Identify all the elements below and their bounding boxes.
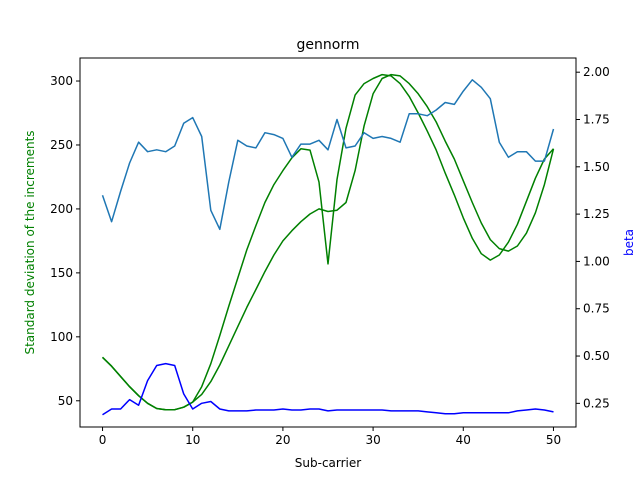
series-line-4 bbox=[101, 79, 555, 231]
x-tick-label: 50 bbox=[546, 433, 561, 447]
x-tick-label: 30 bbox=[365, 433, 380, 447]
right-y-tick-label: 1.00 bbox=[583, 254, 610, 268]
left-y-tick-label: 100 bbox=[50, 330, 73, 344]
left-y-tick-label: 300 bbox=[50, 74, 73, 88]
right-y-tick-label: 0.75 bbox=[583, 302, 610, 316]
right-y-tick-label: 1.25 bbox=[583, 207, 610, 221]
right-y-axis: 0.25 0.50 0.75 1.00 1.25 1.50 1.75 2.00 bbox=[576, 65, 610, 410]
plot-area bbox=[101, 73, 555, 416]
left-y-axis: 50 100 150 200 250 300 bbox=[50, 74, 80, 408]
x-axis-label: Sub-carrier bbox=[295, 456, 361, 470]
right-y-tick-label: 2.00 bbox=[583, 65, 610, 79]
axes-frame bbox=[79, 57, 577, 428]
right-y-axis-label: beta bbox=[622, 229, 636, 256]
x-tick-label: 20 bbox=[275, 433, 290, 447]
right-y-tick-label: 1.50 bbox=[583, 160, 610, 174]
left-y-axis-label: Standard deviation of the increments bbox=[23, 130, 37, 354]
left-y-tick-label: 50 bbox=[58, 394, 73, 408]
chart-title: gennorm bbox=[297, 37, 360, 53]
x-tick-label: 0 bbox=[99, 433, 107, 447]
right-y-tick-label: 1.75 bbox=[583, 113, 610, 127]
left-y-tick-label: 250 bbox=[50, 138, 73, 152]
x-tick-label: 10 bbox=[185, 433, 200, 447]
left-y-tick-label: 150 bbox=[50, 266, 73, 280]
x-tick-label: 40 bbox=[456, 433, 471, 447]
x-axis: 0 10 20 30 40 50 bbox=[99, 427, 561, 447]
series-line-2 bbox=[101, 73, 555, 411]
series-line-3 bbox=[102, 362, 554, 416]
right-y-tick-label: 0.50 bbox=[583, 349, 610, 363]
right-y-tick-label: 0.25 bbox=[583, 396, 610, 410]
left-y-tick-label: 200 bbox=[50, 202, 73, 216]
